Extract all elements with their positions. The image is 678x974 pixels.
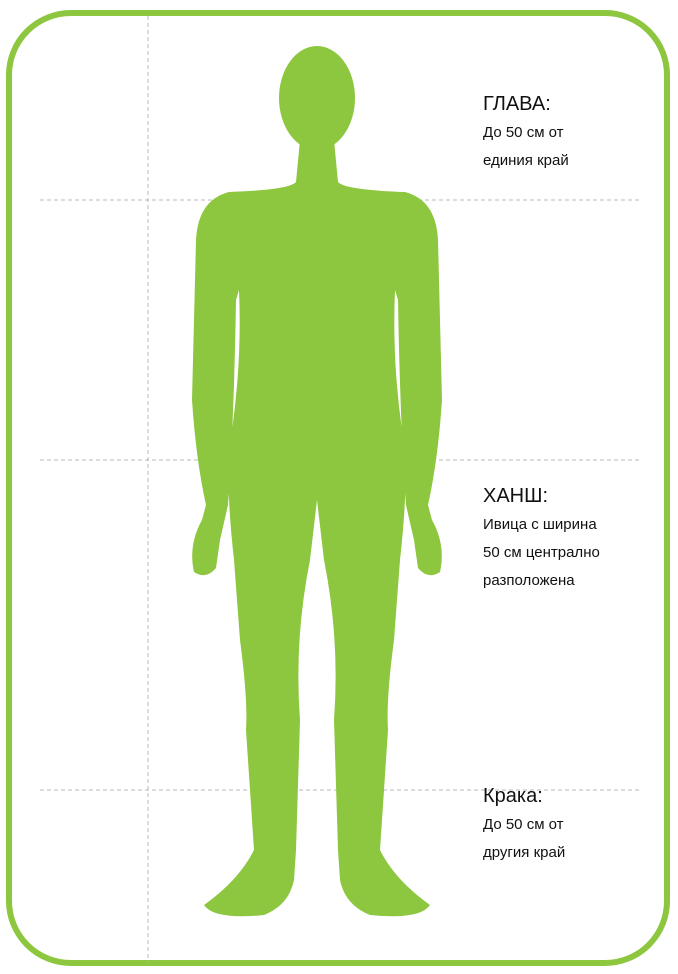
page: ГЛАВА: До 50 см от единия край ХАНШ: Ивица с… xyxy=(0,0,678,974)
section-title: ХАНШ: xyxy=(483,485,548,507)
section-text: Ивица с ширина xyxy=(483,516,597,533)
section-text: разположена xyxy=(483,572,575,589)
section-title: ГЛАВА: xyxy=(483,93,551,115)
section-text: До 50 см от xyxy=(483,124,564,141)
human-silhouette xyxy=(192,46,442,916)
section-text: другия край xyxy=(483,844,565,861)
section-text: До 50 см от xyxy=(483,816,564,833)
section-text: единия край xyxy=(483,152,569,169)
section-text: 50 см централно xyxy=(483,544,600,561)
infographic: ГЛАВА: До 50 см от единия край ХАНШ: Ивица с… xyxy=(0,0,678,974)
section-title: Крака: xyxy=(483,785,543,807)
